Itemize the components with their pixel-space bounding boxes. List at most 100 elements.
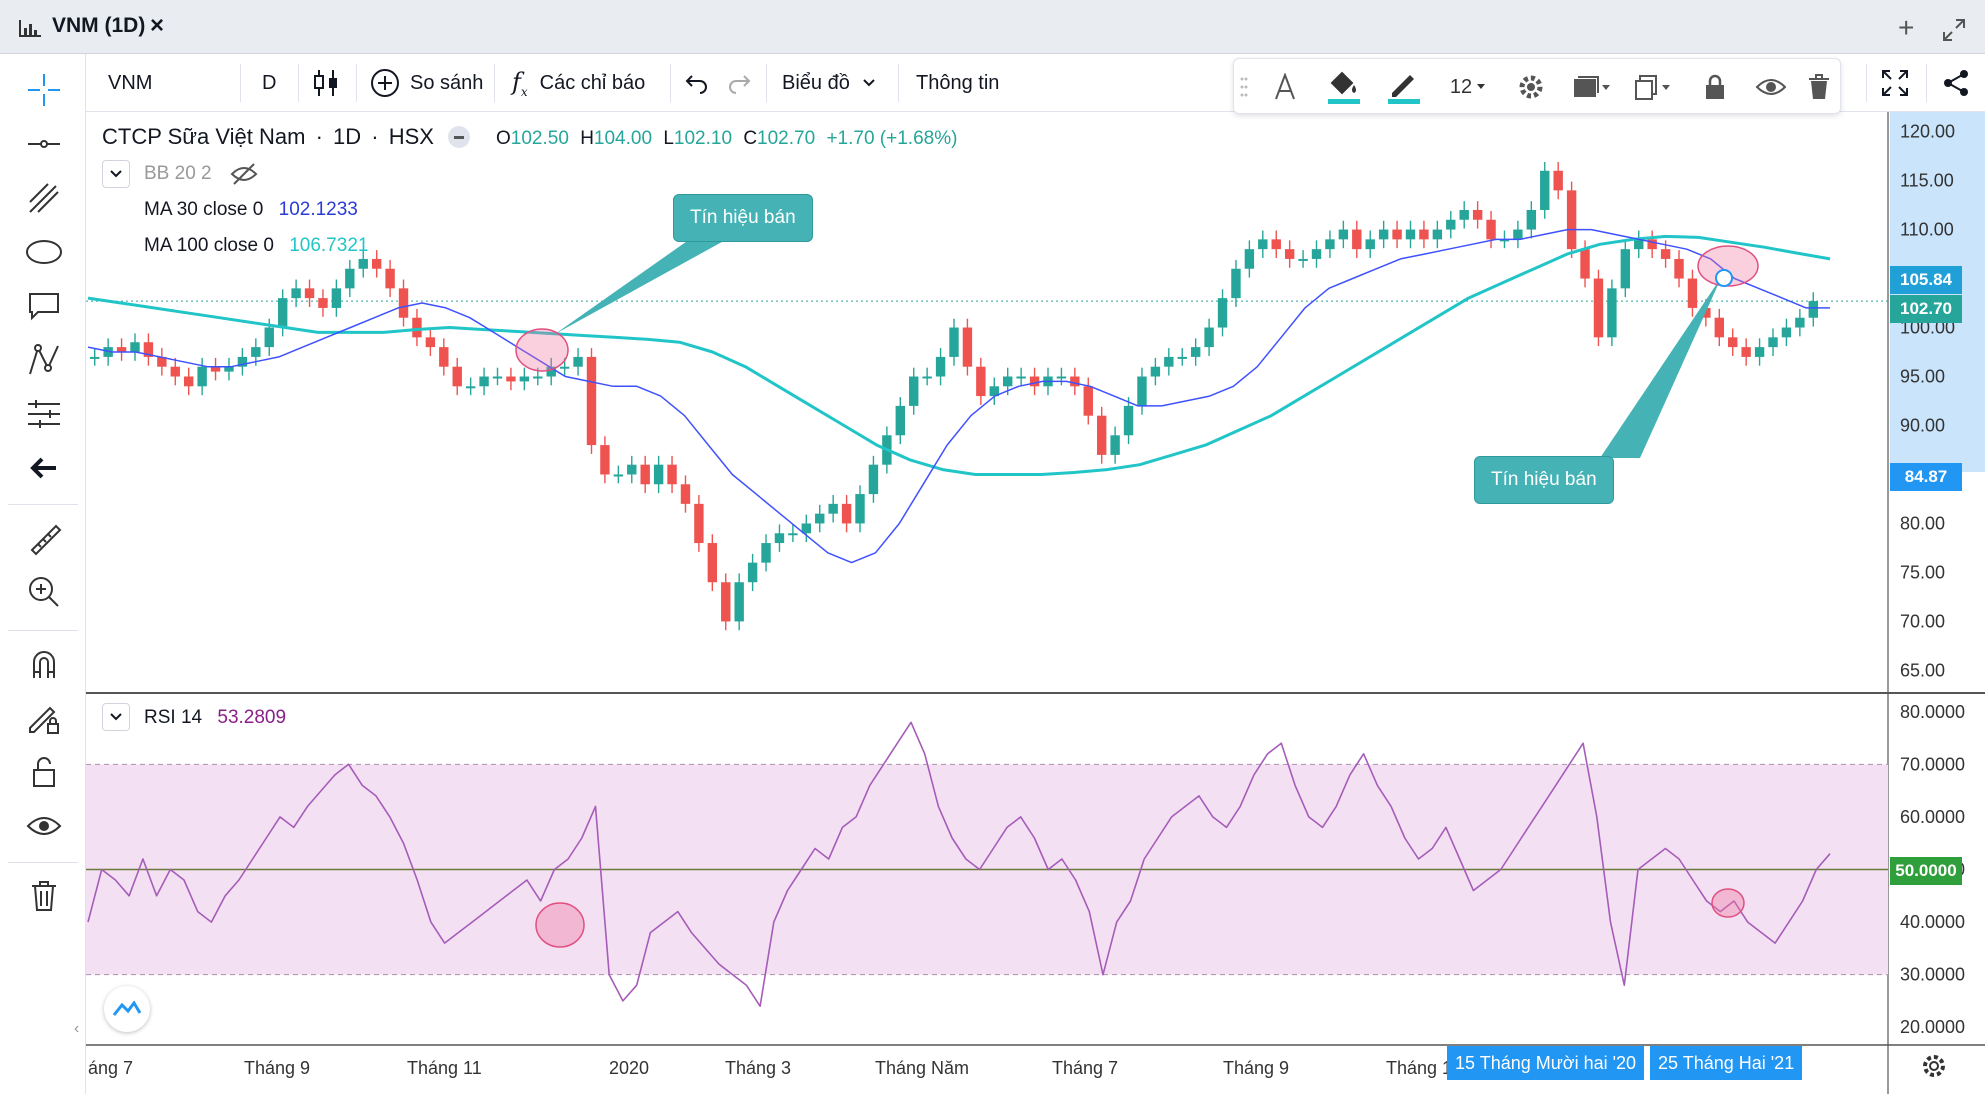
- expand-icon[interactable]: [1942, 18, 1966, 42]
- price-axis-label: 70.00: [1900, 611, 1945, 631]
- candle-body: [976, 366, 986, 397]
- toggle-indicators-button[interactable]: [102, 160, 130, 188]
- hidden-eye-icon[interactable]: [230, 162, 258, 186]
- ma30-line: [87, 228, 1830, 564]
- candle-body: [1620, 249, 1631, 289]
- candle-body: [385, 268, 395, 289]
- font-size-dropdown[interactable]: 12: [1438, 59, 1498, 115]
- indicators-button[interactable]: fx Các chỉ báo: [512, 54, 645, 112]
- candle-body: [1741, 347, 1751, 357]
- candle-body: [694, 503, 704, 544]
- hide-eye-icon[interactable]: [1746, 59, 1796, 115]
- price-axis-label: 110.00: [1900, 220, 1954, 240]
- collapse-legend-button[interactable]: [448, 126, 470, 148]
- measure-lines-icon[interactable]: [22, 392, 66, 436]
- candle-body: [1352, 229, 1362, 250]
- pattern-icon[interactable]: [22, 338, 66, 382]
- candle-body: [1593, 278, 1604, 338]
- trash-icon[interactable]: [22, 874, 66, 918]
- info-button[interactable]: Thông tin: [916, 71, 1000, 94]
- rsi-label: RSI: [144, 707, 176, 728]
- candle-body: [1540, 170, 1550, 210]
- candle-body: [1284, 249, 1295, 259]
- drag-handle-icon[interactable]: [1234, 59, 1254, 115]
- candle-body: [492, 376, 503, 379]
- scroll-left-arrow[interactable]: ‹: [74, 1020, 80, 1037]
- close-icon[interactable]: ×: [150, 12, 165, 39]
- candle-body: [130, 342, 140, 353]
- ellipse-shape-icon[interactable]: [22, 230, 66, 274]
- ma30-value: 102.1233: [278, 199, 358, 220]
- rsi-axis-label: 80.0000: [1900, 702, 1965, 722]
- candle-body: [1486, 219, 1496, 240]
- ruler-icon[interactable]: [22, 516, 66, 560]
- crosshair-icon[interactable]: [22, 68, 66, 112]
- horizontal-line-icon[interactable]: [22, 122, 66, 166]
- tv-logo-button[interactable]: [104, 986, 150, 1032]
- candle-body: [1083, 386, 1093, 416]
- candle-body: [546, 366, 556, 377]
- chevron-down-icon: [863, 79, 875, 87]
- sell-signal-callout-2[interactable]: Tín hiệu bán: [1474, 456, 1614, 504]
- candle-body: [1003, 376, 1013, 387]
- interval-selector[interactable]: D: [262, 71, 277, 94]
- ma100-legend: MA 100 close 0 106.7321: [144, 235, 368, 257]
- drawing-toolbar: [0, 54, 86, 1094]
- plus-circle-icon: [371, 69, 399, 97]
- date-tag-1: 15 Tháng Mười hai '20: [1447, 1046, 1645, 1080]
- candle-body: [761, 543, 771, 563]
- settings-gear-icon[interactable]: [1506, 59, 1556, 115]
- time-axis-label: Tháng 3: [725, 1058, 791, 1078]
- candle-body: [640, 464, 650, 485]
- candle-body: [707, 543, 718, 583]
- candles-icon[interactable]: [312, 54, 340, 112]
- candle-body: [1123, 405, 1134, 436]
- add-tab-icon[interactable]: +: [1898, 12, 1915, 43]
- clone-icon[interactable]: [1624, 59, 1684, 115]
- candle-body: [533, 376, 543, 379]
- text-color-icon[interactable]: [1260, 59, 1310, 115]
- price-axis-label: 80.00: [1900, 513, 1945, 533]
- candle-body: [1244, 249, 1255, 269]
- candle-body: [721, 582, 731, 622]
- candle-body: [627, 464, 637, 475]
- chart-type-dropdown[interactable]: Biểu đồ: [782, 54, 876, 112]
- compare-label: So sánh: [410, 71, 484, 94]
- sell-signal-callout-1[interactable]: Tín hiệu bán: [673, 194, 813, 242]
- lock-drawings-icon[interactable]: [22, 696, 66, 740]
- eye-icon[interactable]: [22, 804, 66, 848]
- zoom-in-icon[interactable]: [22, 570, 66, 614]
- candle-body: [1096, 415, 1107, 455]
- time-axis-label: Tháng 9: [244, 1058, 310, 1078]
- share-icon[interactable]: [1942, 54, 1970, 112]
- candle-body: [1365, 239, 1375, 250]
- candle-body: [1056, 376, 1067, 379]
- pitchfork-icon[interactable]: [22, 176, 66, 220]
- unlock-icon[interactable]: [22, 750, 66, 794]
- line-color-icon[interactable]: [1376, 59, 1432, 115]
- rsi-collapse-button[interactable]: [102, 703, 130, 731]
- back-arrow-icon[interactable]: [22, 446, 66, 490]
- chart-logo-icon: [19, 20, 41, 37]
- signal-anchor-point: [1715, 269, 1733, 287]
- candle-body: [264, 327, 274, 348]
- symbol-search[interactable]: VNM: [108, 71, 153, 94]
- candle-body: [143, 342, 154, 357]
- undo-icon[interactable]: [684, 54, 710, 112]
- change-value: +1.70 (+1.68%): [826, 128, 958, 149]
- magnet-icon[interactable]: [22, 642, 66, 686]
- callout-pointer-1: [555, 232, 740, 334]
- comment-icon[interactable]: [22, 284, 66, 328]
- candle-body: [1607, 288, 1617, 338]
- fill-color-icon[interactable]: [1316, 59, 1372, 115]
- lock-icon[interactable]: [1690, 59, 1740, 115]
- visibility-intervals-icon[interactable]: [1562, 59, 1622, 115]
- delete-trash-icon[interactable]: [1796, 59, 1842, 115]
- compare-button[interactable]: So sánh: [370, 54, 483, 112]
- candle-body: [868, 464, 879, 495]
- fullscreen-icon[interactable]: [1880, 54, 1910, 112]
- ma100-label: MA 100 close 0: [144, 235, 274, 256]
- redo-icon[interactable]: [726, 54, 752, 112]
- chart-settings-gear-icon[interactable]: [1920, 1052, 1948, 1080]
